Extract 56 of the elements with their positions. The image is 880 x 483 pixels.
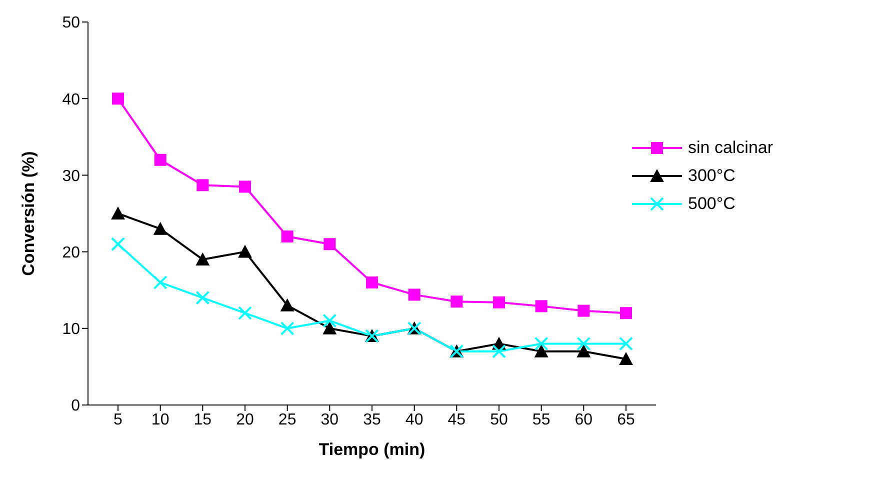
x-axis-title: Tiempo (min) [318,440,426,459]
point [619,336,633,351]
point [196,290,210,305]
y-axis-title: Conversión (%) [19,151,38,276]
legend-label: 500°C [688,194,736,214]
y-tick-label: 10 [62,321,80,338]
point [280,298,294,312]
point [620,307,632,320]
x-tick-label: 65 [617,411,635,428]
point [576,344,591,358]
point [578,304,590,317]
x-tick-label: 5 [114,411,123,428]
point [408,288,420,301]
point [534,336,548,351]
y-tick-label: 40 [62,91,80,108]
y-tick-label: 30 [62,168,80,185]
x-tick-label: 25 [278,411,296,428]
point [153,275,168,290]
x-tick-label: 55 [532,411,550,428]
x-tick-label: 20 [236,411,254,428]
point [153,222,168,235]
point [322,314,337,328]
y-tick-label: 20 [62,244,80,262]
point [324,238,336,250]
point [196,252,210,266]
point [154,154,166,166]
legend-label: 300°C [688,166,736,186]
point [239,180,251,193]
y-tick-label: 50 [62,14,80,32]
x-tick-label: 60 [574,411,593,428]
x-tick-label: 35 [363,411,381,428]
x-tick-label: 45 [448,411,466,428]
point [196,179,209,192]
point [238,306,252,320]
x-tick-label: 15 [194,411,212,428]
point [112,92,124,105]
point [280,321,294,336]
point [281,230,294,242]
x-tick-label: 40 [405,411,424,428]
point [366,276,378,288]
x-tick-label: 50 [490,411,508,428]
point [111,206,125,220]
point [111,237,125,252]
point [492,344,506,358]
x-tick-label: 30 [320,411,339,428]
point [238,244,252,258]
point [493,296,505,308]
legend-label: sin calcinar [688,138,774,158]
point [322,321,337,334]
point [535,300,548,312]
point [534,344,548,358]
point [576,336,591,351]
x-tick-label: 10 [151,411,170,428]
point [619,352,633,366]
point [450,296,463,308]
y-tick-label: 0 [71,398,80,415]
